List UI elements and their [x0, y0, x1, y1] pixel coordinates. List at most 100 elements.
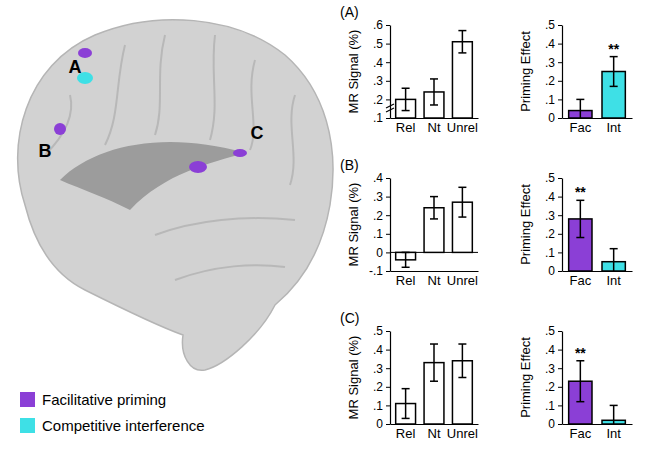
error-stem — [462, 344, 464, 377]
y-tick-mark — [386, 62, 390, 63]
y-tick-mark — [558, 62, 562, 63]
y-tick-label: .4 — [373, 171, 383, 185]
y-tick-label: .3 — [545, 362, 555, 376]
chart: -.10.1.2.3.4RelNtUnrelMR Signal (%)(B) — [340, 157, 479, 288]
y-axis-title: Priming Effect — [518, 184, 533, 265]
x-tick-label: Unrel — [447, 426, 478, 441]
y-tick-mark — [558, 405, 562, 406]
y-tick: .1 — [545, 246, 562, 260]
y-tick-label: .2 — [545, 380, 555, 394]
error-stem — [433, 344, 435, 381]
y-tick-label: .2 — [545, 227, 555, 241]
y-tick-label: .4 — [373, 343, 383, 357]
error-bar — [458, 344, 466, 377]
y-tick-mark — [558, 118, 562, 119]
y-tick: .2 — [545, 74, 562, 88]
y-tick: .2 — [373, 209, 390, 223]
y-tick-label: 0 — [376, 246, 383, 260]
panel-letter: (C) — [340, 310, 359, 326]
x-tick-label: Fac — [569, 120, 591, 135]
error-stem — [613, 405, 615, 424]
plot-area — [396, 187, 473, 267]
x-tick-label: Rel — [396, 273, 416, 288]
y-tick-label: .4 — [373, 56, 383, 70]
y-axis-title: MR Signal (%) — [346, 183, 361, 267]
error-stem — [462, 187, 464, 217]
y-axis-line — [390, 26, 391, 119]
y-tick-mark — [558, 25, 562, 26]
y-tick-label: 0 — [376, 417, 383, 431]
annotation: ** — [575, 184, 586, 200]
sulcus — [290, 95, 295, 185]
y-tick: .3 — [545, 209, 562, 223]
y-tick-label: 0 — [548, 111, 555, 125]
legend-swatch — [20, 418, 35, 433]
x-axis-line — [391, 118, 479, 119]
y-tick-mark — [558, 350, 562, 351]
legend-label: Facilitative priming — [42, 391, 166, 408]
error-bar — [430, 79, 438, 105]
x-tick: Nt — [428, 424, 441, 441]
y-tick-mark — [386, 81, 390, 82]
y-tick-label: .5 — [545, 171, 555, 185]
plot-area — [396, 31, 473, 118]
y-tick-mark — [558, 387, 562, 388]
chart: 0.1.2.3.4.5RelNtUnrelMR Signal (%)(C) — [340, 310, 479, 441]
error-bar — [576, 200, 584, 237]
y-tick: 0 — [376, 417, 390, 431]
y-tick: .3 — [373, 74, 390, 88]
y-tick-mark — [558, 331, 562, 332]
plot-area — [569, 57, 626, 118]
legend-label: Competitive interference — [42, 417, 205, 434]
y-tick: 0 — [548, 111, 562, 125]
y-tick-label: .3 — [545, 209, 555, 223]
x-axis-line — [391, 424, 479, 425]
y-tick-label: .5 — [545, 18, 555, 32]
x-tick: Rel — [396, 424, 416, 441]
x-tick-label: Nt — [428, 120, 441, 135]
y-tick-mark — [386, 331, 390, 332]
error-cap — [610, 405, 618, 407]
x-axis: RelNtUnrel — [391, 271, 479, 288]
error-stem — [580, 361, 582, 402]
y-axis-title: MR Signal (%) — [346, 336, 361, 420]
chart: .1.2.3.4.5.6RelNtUnrelMR Signal (%)(A) — [340, 4, 479, 135]
y-axis-title: Priming Effect — [518, 31, 533, 112]
error-cap — [430, 78, 438, 80]
y-tick: 0 — [548, 264, 562, 278]
error-cap — [458, 187, 466, 189]
y-tick: .3 — [545, 362, 562, 376]
x-tick: Rel — [396, 271, 416, 288]
x-tick-label: Fac — [569, 273, 591, 288]
error-cap — [610, 86, 618, 88]
y-axis: 0.1.2.3.4.5 — [545, 324, 563, 431]
y-tick-mark — [386, 350, 390, 351]
y-tick: 0 — [548, 417, 562, 431]
y-axis-title: MR Signal (%) — [346, 30, 361, 114]
x-tick: Unrel — [447, 271, 478, 288]
y-tick-label: .2 — [545, 74, 555, 88]
error-bar — [458, 187, 466, 217]
y-tick-mark — [558, 215, 562, 216]
error-cap — [402, 267, 410, 269]
x-tick: Int — [606, 118, 621, 135]
y-tick: .4 — [373, 171, 390, 185]
error-bar — [576, 99, 584, 118]
region-blob — [54, 123, 66, 135]
y-axis: -.10.1.2.3.4 — [369, 171, 391, 278]
x-axis: RelNtUnrel — [391, 118, 479, 135]
y-tick-label: .2 — [373, 209, 383, 223]
region-label: B — [39, 141, 52, 161]
chart: 0.1.2.3.4.5FacIntPriming Effect** — [518, 171, 633, 288]
error-stem — [580, 99, 582, 118]
sulcus — [210, 35, 215, 140]
error-cap — [458, 52, 466, 54]
plot-area — [569, 200, 626, 271]
y-tick-label: .1 — [545, 246, 555, 260]
x-tick-label: Unrel — [447, 120, 478, 135]
x-tick-label: Unrel — [447, 273, 478, 288]
axis-break — [386, 108, 394, 112]
y-tick: .5 — [373, 324, 390, 338]
y-tick: 0 — [376, 246, 390, 260]
region-blob — [189, 161, 207, 173]
